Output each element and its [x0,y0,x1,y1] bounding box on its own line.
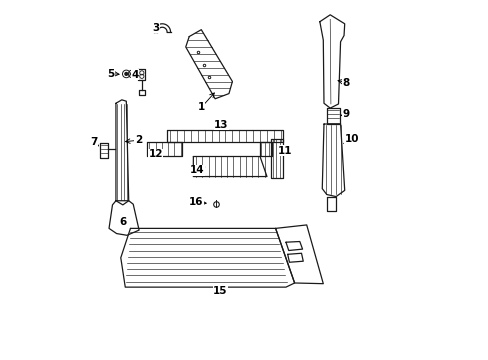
Text: 6: 6 [119,217,126,227]
Circle shape [130,72,133,75]
Text: 9: 9 [342,109,348,119]
Text: 3: 3 [152,23,159,33]
Text: 1: 1 [197,103,204,112]
Circle shape [124,72,127,75]
Text: 15: 15 [213,285,227,296]
Text: 5: 5 [107,68,114,78]
Text: 12: 12 [148,149,163,159]
Text: 2: 2 [135,135,142,145]
Text: 16: 16 [188,198,203,207]
Text: 4: 4 [131,69,139,80]
Text: 7: 7 [90,137,97,147]
Text: 8: 8 [342,77,349,87]
Text: 13: 13 [214,120,228,130]
Text: 10: 10 [344,134,358,144]
Text: 14: 14 [189,165,204,175]
Text: 11: 11 [278,146,292,156]
